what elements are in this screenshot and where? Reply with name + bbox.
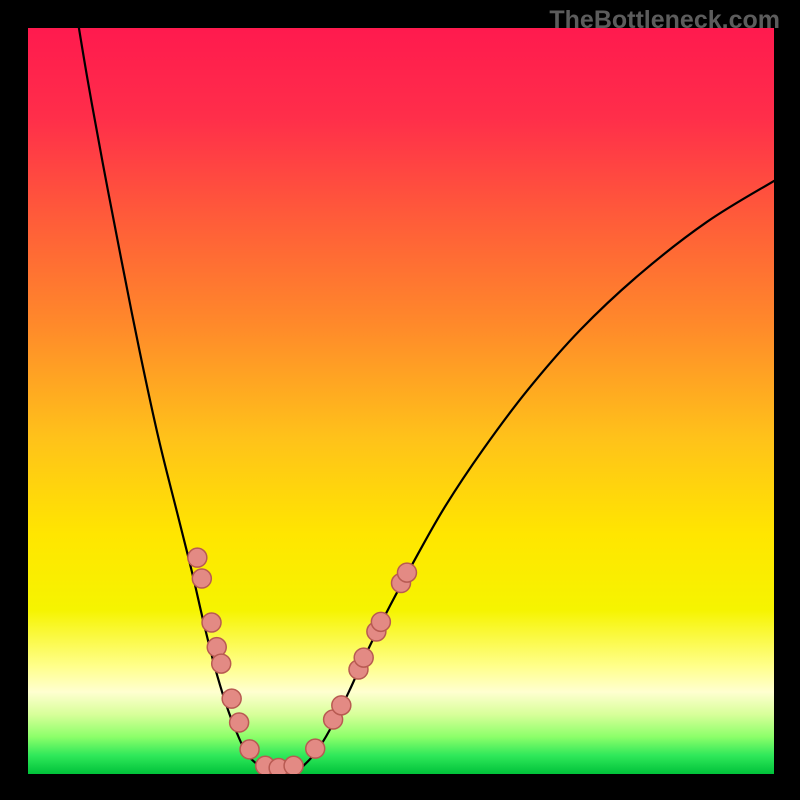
- data-marker: [354, 648, 373, 667]
- v-curve: [76, 13, 774, 770]
- data-marker: [306, 739, 325, 758]
- watermark-text: TheBottleneck.com: [549, 6, 780, 35]
- data-marker: [192, 569, 211, 588]
- data-marker: [212, 654, 231, 673]
- data-marker: [240, 740, 259, 759]
- chart-svg: [0, 0, 800, 800]
- data-marker: [202, 613, 221, 632]
- data-marker: [222, 689, 241, 708]
- data-marker: [188, 548, 207, 567]
- chart-container: TheBottleneck.com: [0, 0, 800, 800]
- data-marker: [397, 563, 416, 582]
- data-marker: [371, 612, 390, 631]
- data-marker: [230, 713, 249, 732]
- plot-group: [76, 13, 774, 777]
- data-marker: [332, 696, 351, 715]
- data-marker: [284, 756, 303, 775]
